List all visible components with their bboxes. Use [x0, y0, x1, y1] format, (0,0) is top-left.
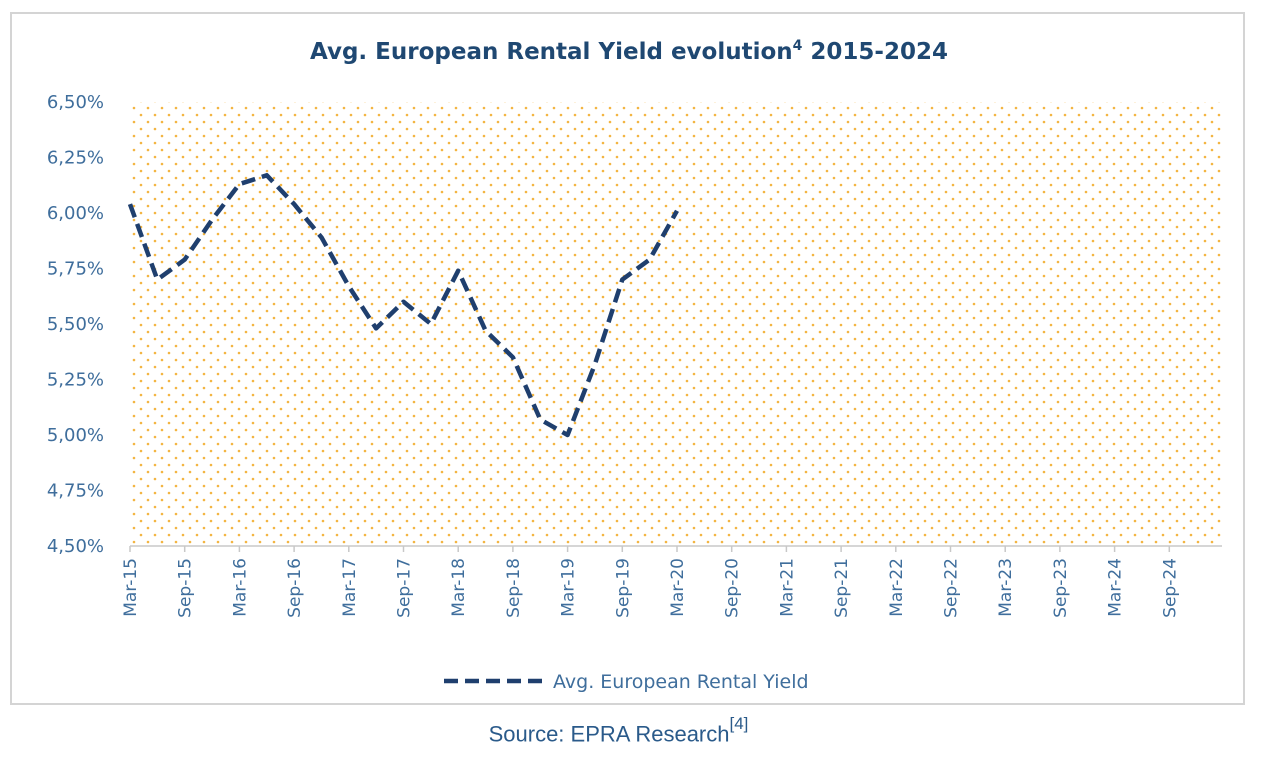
- x-tick-label: Sep-16: [285, 558, 305, 618]
- y-tick-label: 6,25%: [47, 148, 104, 169]
- x-tick-label: Mar-24: [1106, 558, 1126, 617]
- x-tick-label: Mar-15: [121, 558, 141, 617]
- x-tick-label: Sep-20: [723, 558, 743, 618]
- source-caption: Source: EPRA Research[4]: [0, 714, 1237, 747]
- x-tick-label: Mar-19: [559, 558, 579, 617]
- legend-label: Avg. European Rental Yield: [553, 671, 809, 693]
- x-tick-label: Sep-23: [1051, 558, 1071, 618]
- x-tick-label: Mar-18: [449, 558, 469, 617]
- x-tick-label: Sep-17: [395, 558, 415, 618]
- legend: Avg. European Rental Yield: [444, 671, 809, 693]
- x-tick-label: Mar-21: [777, 558, 797, 617]
- source-text: Source: EPRA Research: [488, 721, 730, 747]
- x-axis-ticks: Mar-15 Sep-15 Mar-16 Sep-16 Mar-17 Sep-17 Mar-…: [121, 546, 1180, 618]
- x-tick-label: Mar-22: [887, 558, 907, 617]
- series-layer: [127, 173, 679, 438]
- source-reference: [4]: [729, 714, 749, 733]
- y-tick-label: 6,00%: [47, 203, 104, 224]
- y-tick-label: 5,50%: [47, 314, 104, 335]
- x-tick-label: Mar-23: [996, 558, 1016, 617]
- x-tick-label: Mar-16: [230, 558, 250, 617]
- y-tick-label: 5,00%: [47, 425, 104, 446]
- chart-title: Avg. European Rental Yield evolution4 20…: [310, 38, 948, 65]
- x-tick-label: Sep-24: [1160, 558, 1180, 618]
- chart-title-main: Avg. European Rental Yield evolution: [310, 39, 793, 65]
- chart-frame: Avg. European Rental Yield evolution4 20…: [10, 12, 1245, 705]
- x-tick-label: Sep-21: [832, 558, 852, 618]
- chart-title-suffix: 2015-2024: [802, 39, 948, 65]
- plot-background: [130, 102, 1222, 546]
- y-tick-label: 5,25%: [47, 370, 104, 391]
- y-tick-label: 4,50%: [47, 536, 104, 557]
- series-line: [127, 173, 679, 438]
- chart-title-superscript: 4: [793, 38, 803, 54]
- y-tick-label: 6,50%: [47, 92, 104, 113]
- x-tick-label: Sep-15: [176, 558, 196, 618]
- x-tick-label: Mar-17: [340, 558, 360, 617]
- x-tick-label: Sep-19: [613, 558, 633, 618]
- y-tick-label: 5,75%: [47, 259, 104, 280]
- plot-area: [130, 102, 1222, 546]
- x-tick-label: Sep-18: [504, 558, 524, 618]
- y-axis-ticks: 6,50% 6,25% 6,00% 5,75% 5,50% 5,25% 5,00% 4,75%…: [47, 92, 104, 557]
- x-tick-label: Mar-20: [668, 558, 688, 617]
- line-chart: Avg. European Rental Yield evolution4 20…: [47, 38, 1222, 693]
- y-tick-label: 4,75%: [47, 481, 104, 502]
- x-tick-label: Sep-22: [942, 558, 962, 618]
